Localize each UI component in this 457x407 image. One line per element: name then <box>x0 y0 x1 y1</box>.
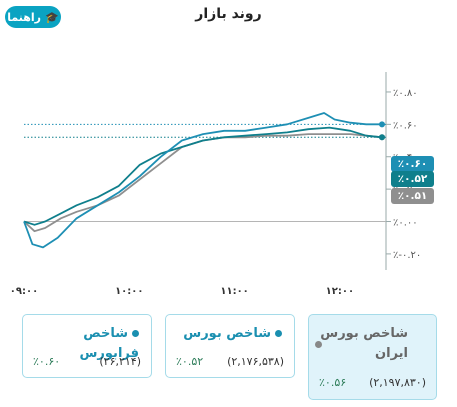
series-dot-icon <box>275 330 282 337</box>
card-name: شاخص بورس ایران <box>320 326 408 361</box>
index-card-farabourse[interactable]: شاخص فرابورس ٪۰.۶۰ (۲۶,۲۱۴) <box>22 314 152 378</box>
x-tick-label: ۱۰:۰۰ <box>115 286 143 297</box>
card-name: شاخص فرابورس <box>79 326 139 361</box>
card-value: (۲۶,۲۱۴) <box>99 355 141 368</box>
help-button[interactable]: 🎓 راهنما <box>5 6 61 28</box>
series-last-value-badge-bourse-iran: ٪۰.۵۱ <box>391 188 434 205</box>
card-value: (۲,۱۷۶,۵۳۸) <box>227 355 284 368</box>
y-tick-label: ٪۰.۸۰ <box>393 88 418 99</box>
series-last-value-badge-farabourse: ٪۰.۶۰ <box>391 156 434 173</box>
y-tick-label: ٪۰.۶۰ <box>393 120 418 131</box>
card-name: شاخص بورس <box>183 326 271 341</box>
card-percent: ٪۰.۵۶ <box>319 376 347 389</box>
card-percent: ٪۰.۵۲ <box>176 355 204 368</box>
x-tick-label: ۱۱:۰۰ <box>220 286 248 297</box>
card-value: (۲,۱۹۷,۸۳۰) <box>369 376 426 389</box>
graduation-cap-icon: 🎓 <box>45 10 59 24</box>
y-tick-label: ٪۰.۰۰ <box>393 218 418 229</box>
series-dot-icon <box>315 341 322 348</box>
market-trend-chart: ٪۰.۸۰٪۰.۶۰٪۰.۴۰٪۰.۲۰٪۰.۰۰٪-۰.۲۰۰۹:۰۰۱۰:۰… <box>10 72 421 297</box>
series-line-1 <box>23 126 383 226</box>
page-title: روند بازار <box>195 6 262 22</box>
series-end-point-1 <box>379 134 385 141</box>
card-percent: ٪۰.۶۰ <box>33 355 61 368</box>
x-tick-label: ۰۹:۰۰ <box>10 286 38 297</box>
series-last-value-badge-bourse: ٪۰.۵۲ <box>391 171 434 188</box>
index-card-bourse-iran[interactable]: شاخص بورس ایران ٪۰.۵۶ (۲,۱۹۷,۸۳۰) <box>308 314 437 400</box>
help-button-label: راهنما <box>7 10 42 24</box>
index-card-bourse[interactable]: شاخص بورس ٪۰.۵۲ (۲,۱۷۶,۵۳۸) <box>165 314 295 378</box>
series-line-0 <box>23 112 382 249</box>
series-dot-icon <box>132 330 139 337</box>
x-tick-label: ۱۲:۰۰ <box>326 286 354 297</box>
series-end-point-0 <box>379 121 385 128</box>
y-tick-label: ٪-۰.۲۰ <box>393 250 421 261</box>
